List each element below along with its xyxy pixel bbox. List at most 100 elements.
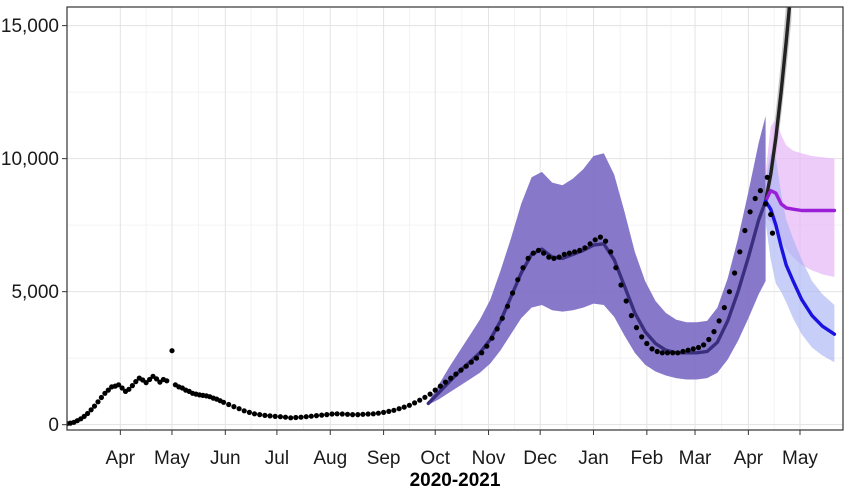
x-tick-label: Dec bbox=[523, 448, 557, 469]
observed-point bbox=[375, 410, 381, 416]
observed-point bbox=[747, 209, 753, 215]
observed-point bbox=[129, 383, 135, 389]
observed-point bbox=[525, 255, 531, 261]
grid-lines bbox=[67, 7, 843, 430]
observed-points bbox=[67, 174, 776, 427]
observed-point bbox=[432, 387, 438, 393]
y-tick-label: 0 bbox=[48, 415, 59, 436]
x-tick-label: Aug bbox=[313, 448, 347, 469]
observed-point bbox=[520, 265, 526, 271]
scenario-blue-line bbox=[763, 199, 837, 336]
observed-point bbox=[126, 386, 132, 392]
observed-point bbox=[757, 188, 764, 194]
observed-point bbox=[509, 290, 516, 296]
observed-point bbox=[769, 230, 776, 236]
observed-point bbox=[680, 348, 686, 355]
observed-point bbox=[401, 404, 407, 410]
observed-point bbox=[95, 399, 101, 405]
observed-point bbox=[489, 335, 495, 341]
observed-point bbox=[577, 247, 583, 253]
observed-point bbox=[442, 379, 449, 385]
observed-point bbox=[91, 403, 98, 409]
observed-point bbox=[706, 336, 712, 343]
observed-point bbox=[334, 411, 340, 417]
observed-point bbox=[226, 401, 232, 408]
observed-point bbox=[453, 371, 459, 377]
observed-point bbox=[556, 254, 562, 260]
observed-point bbox=[412, 400, 418, 406]
observed-point bbox=[324, 412, 330, 418]
observed-point bbox=[721, 305, 727, 311]
observed-point bbox=[546, 254, 552, 260]
x-tick-label: Feb bbox=[630, 448, 663, 469]
observed-point bbox=[355, 412, 361, 418]
observed-point bbox=[88, 407, 94, 413]
observed-point bbox=[463, 363, 469, 369]
observed-point bbox=[391, 407, 397, 413]
observed-point bbox=[360, 411, 366, 417]
observed-point bbox=[164, 378, 170, 384]
observed-point bbox=[293, 414, 299, 421]
observed-point bbox=[592, 237, 598, 243]
observed-point bbox=[381, 409, 387, 415]
observed-point bbox=[541, 250, 547, 256]
x-tick-label: Mar bbox=[679, 448, 712, 469]
observed-point bbox=[370, 411, 376, 417]
x-tick-label: Sep bbox=[367, 448, 401, 469]
y-tick-label: 5,000 bbox=[11, 282, 59, 303]
observed-point bbox=[119, 385, 125, 391]
observed-point bbox=[468, 359, 474, 365]
observed-point bbox=[458, 367, 464, 373]
observed-point bbox=[768, 211, 774, 218]
observed-point bbox=[143, 380, 149, 386]
observed-point bbox=[85, 410, 91, 417]
x-tick-label: Jun bbox=[210, 448, 241, 469]
observed-point bbox=[246, 409, 252, 415]
observed-point bbox=[241, 408, 247, 414]
observed-point bbox=[417, 397, 423, 403]
observed-point bbox=[344, 411, 351, 417]
observed-point bbox=[236, 406, 242, 412]
observed-point bbox=[329, 411, 335, 417]
observed-point bbox=[644, 340, 650, 347]
observed-point bbox=[690, 346, 696, 352]
observed-point bbox=[711, 329, 717, 335]
observed-point bbox=[628, 313, 635, 319]
scenario-purple-line bbox=[763, 188, 837, 213]
observed-point bbox=[726, 289, 733, 295]
observed-point bbox=[251, 411, 258, 417]
observed-point bbox=[319, 412, 325, 418]
observed-point bbox=[277, 414, 283, 420]
scenario-black-line bbox=[763, 7, 792, 203]
observed-point bbox=[685, 347, 691, 353]
observed-point bbox=[473, 355, 480, 361]
observed-point bbox=[406, 402, 412, 408]
observed-point bbox=[308, 413, 314, 419]
observed-point bbox=[262, 412, 268, 418]
observed-point bbox=[81, 413, 87, 419]
observed-point bbox=[133, 379, 139, 385]
observed-point bbox=[98, 394, 104, 401]
observed-point bbox=[504, 303, 511, 309]
observed-point bbox=[530, 250, 536, 256]
observed-point bbox=[764, 174, 770, 180]
observed-point bbox=[587, 241, 593, 247]
observed-point bbox=[603, 238, 609, 244]
observed-point bbox=[561, 251, 567, 257]
observed-point bbox=[282, 414, 289, 420]
observed-point bbox=[608, 249, 614, 255]
y-tick-label: 15,000 bbox=[1, 16, 59, 37]
observed-point bbox=[169, 348, 175, 354]
observed-point bbox=[153, 376, 160, 382]
observed-point bbox=[675, 350, 681, 356]
observed-point bbox=[623, 298, 629, 304]
observed-point bbox=[695, 344, 702, 351]
observed-point bbox=[102, 390, 108, 396]
observed-point bbox=[313, 413, 320, 419]
observed-point bbox=[427, 391, 433, 397]
x-tick-label: Apr bbox=[106, 448, 136, 469]
observed-point bbox=[448, 375, 454, 381]
observed-point bbox=[752, 195, 758, 202]
observed-point bbox=[639, 334, 645, 340]
